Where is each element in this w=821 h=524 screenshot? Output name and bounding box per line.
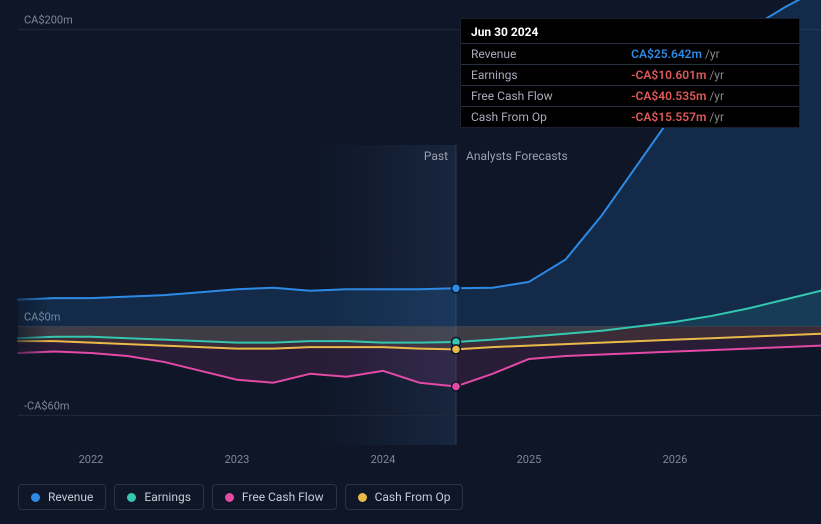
tooltip-row-value: -CA$10.601m /yr (621, 65, 799, 86)
x-axis-label: 2023 (225, 453, 250, 466)
cfo-marker (452, 345, 461, 354)
legend-label: Earnings (144, 490, 191, 504)
x-axis-label: 2024 (371, 453, 396, 466)
legend-label: Revenue (48, 490, 93, 504)
tooltip-row: Cash From Op-CA$15.557m /yr (461, 107, 799, 128)
y-axis-label: CA$200m (24, 14, 73, 27)
tooltip-row-value: -CA$40.535m /yr (621, 86, 799, 107)
tooltip-row-label: Earnings (461, 65, 621, 86)
x-axis-label: 2026 (663, 453, 688, 466)
tooltip-row: Free Cash Flow-CA$40.535m /yr (461, 86, 799, 107)
tooltip-row-label: Free Cash Flow (461, 86, 621, 107)
legend-item-cfo[interactable]: Cash From Op (345, 484, 464, 510)
legend-dot-icon (127, 493, 136, 502)
legend-item-earnings[interactable]: Earnings (114, 484, 204, 510)
tooltip-row-value: CA$25.642m /yr (621, 44, 799, 65)
legend-label: Free Cash Flow (242, 490, 324, 504)
legend: Revenue Earnings Free Cash Flow Cash From O… (18, 484, 463, 510)
legend-item-revenue[interactable]: Revenue (18, 484, 106, 510)
legend-dot-icon (31, 493, 40, 502)
hover-tooltip: Jun 30 2024 RevenueCA$25.642m /yrEarning… (460, 18, 800, 128)
tooltip-row: Earnings-CA$10.601m /yr (461, 65, 799, 86)
legend-dot-icon (225, 493, 234, 502)
revenue-marker (452, 284, 461, 293)
x-axis-label: 2025 (517, 453, 542, 466)
tooltip-row-value: -CA$15.557m /yr (621, 107, 799, 128)
y-axis-label: -CA$60m (24, 399, 70, 412)
fcf-marker (452, 382, 461, 391)
tooltip-title: Jun 30 2024 (461, 19, 799, 43)
legend-item-fcf[interactable]: Free Cash Flow (212, 484, 337, 510)
legend-dot-icon (358, 493, 367, 502)
financial-chart: CA$200mCA$0m-CA$60m20222023202420252026P… (0, 0, 821, 524)
tooltip-row-label: Revenue (461, 44, 621, 65)
forecast-region-label: Analysts Forecasts (466, 149, 568, 163)
legend-label: Cash From Op (375, 490, 451, 504)
x-axis-label: 2022 (79, 453, 104, 466)
tooltip-row: RevenueCA$25.642m /yr (461, 44, 799, 65)
tooltip-row-label: Cash From Op (461, 107, 621, 128)
past-region-label: Past (424, 149, 448, 163)
